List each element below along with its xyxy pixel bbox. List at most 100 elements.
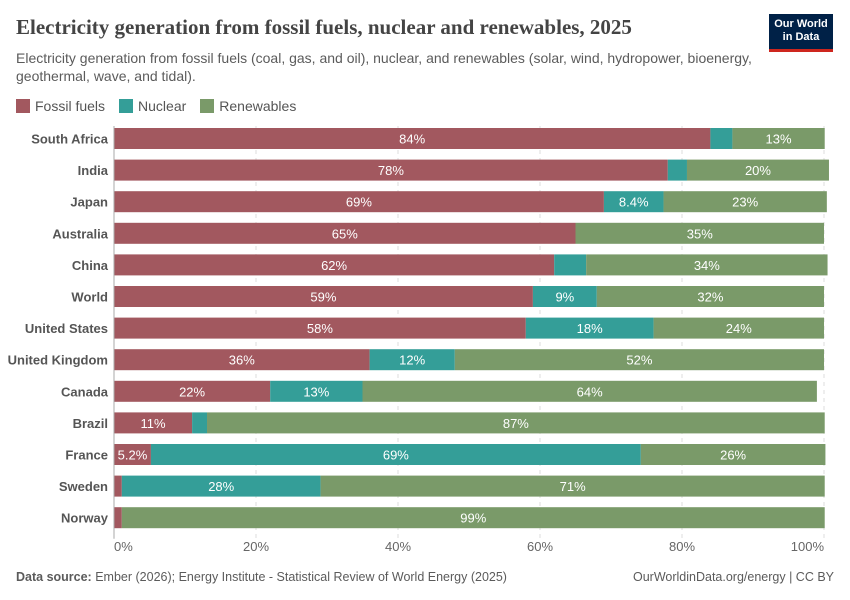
category-label: Brazil (73, 416, 108, 431)
category-label: China (72, 258, 109, 273)
data-label: 78% (378, 163, 404, 178)
data-label: 5.2% (118, 448, 148, 463)
bar-segment (653, 317, 824, 339)
bar-segment (114, 254, 555, 276)
legend-item[interactable]: Nuclear (119, 98, 186, 114)
chart-title: Electricity generation from fossil fuels… (16, 15, 632, 39)
bar-segment (114, 191, 604, 213)
data-label: 18% (577, 321, 603, 336)
data-source: Data source: Ember (2026); Energy Instit… (16, 570, 507, 584)
data-label: 58% (307, 321, 333, 336)
data-label: 59% (310, 290, 336, 305)
x-tick-label: 80% (669, 539, 695, 554)
data-label: 11% (141, 416, 166, 431)
category-label: Sweden (59, 479, 108, 494)
source-label: Data source: (16, 570, 92, 584)
legend-item[interactable]: Renewables (200, 98, 296, 114)
data-label: 8.4% (619, 195, 649, 210)
bar-segment (362, 380, 817, 402)
source-text[interactable]: Ember (2026); Energy Institute - Statist… (95, 570, 507, 584)
data-label: 99% (460, 511, 486, 526)
owid-logo[interactable]: Our World in Data (769, 14, 833, 52)
bar-segment (603, 191, 664, 213)
bar-segment (663, 191, 827, 213)
bar-segment (732, 128, 825, 149)
chart-subtitle: Electricity generation from fossil fuels… (16, 50, 752, 84)
data-label: 13% (303, 384, 329, 399)
bar-segment (554, 254, 587, 276)
data-label: 84% (399, 132, 425, 147)
data-label: 12% (399, 353, 425, 368)
category-label: Japan (70, 195, 108, 210)
data-label: 13% (766, 132, 792, 147)
bar-segment (114, 444, 151, 465)
legend-item[interactable]: Fossil fuels (16, 98, 105, 114)
legend-label: Renewables (219, 98, 297, 114)
x-tick-label: 40% (385, 539, 411, 554)
legend-swatch (16, 99, 30, 113)
x-tick-label: 0% (114, 539, 133, 554)
data-label: 34% (694, 258, 720, 273)
data-label: 23% (732, 195, 758, 210)
data-label: 28% (208, 479, 234, 494)
data-label: 22% (179, 384, 205, 399)
bar-segment (207, 412, 825, 434)
data-label: 87% (503, 416, 529, 431)
bar-segment (686, 159, 829, 181)
data-label: 69% (346, 195, 372, 210)
bar-segment (575, 222, 824, 244)
bar-segment (114, 507, 122, 529)
credit-link[interactable]: OurWorldinData.org/energy | CC BY (632, 570, 834, 584)
bar-segment (121, 475, 321, 497)
bar-segment (114, 317, 526, 339)
data-label: 64% (577, 384, 603, 399)
data-label: 62% (321, 258, 347, 273)
category-label: India (78, 163, 109, 178)
bar-segment (114, 349, 370, 371)
x-tick-label: 20% (243, 539, 269, 554)
category-label: Norway (61, 511, 109, 526)
bar-segment (114, 128, 711, 149)
category-label: France (65, 448, 108, 463)
bar-segment (114, 159, 668, 181)
category-label: United States (25, 321, 108, 336)
bar-segment (150, 444, 641, 465)
legend-label: Fossil fuels (35, 98, 106, 114)
data-label: 71% (560, 479, 586, 494)
bar-segment (586, 254, 828, 276)
bar-segment (596, 286, 824, 307)
bar-segment (270, 380, 363, 402)
data-label: 35% (687, 226, 713, 241)
bar-segment (369, 349, 455, 371)
x-tick-label: 60% (527, 539, 553, 554)
bar-segment (320, 475, 825, 497)
bar-segment (532, 286, 597, 307)
legend-swatch (200, 99, 215, 113)
category-label: United Kingdom (8, 353, 108, 368)
legend-swatch (119, 99, 134, 113)
category-label: World (71, 290, 108, 305)
data-label: 69% (383, 448, 409, 463)
legend-label: Nuclear (138, 98, 187, 114)
bar-segment (114, 412, 193, 434)
x-tick-label: 100% (791, 539, 825, 554)
bar-segment (710, 128, 733, 149)
data-label: 32% (697, 290, 723, 305)
data-label: 20% (745, 163, 771, 178)
bar-segment (667, 159, 687, 181)
category-label: South Africa (31, 132, 109, 147)
data-label: 65% (332, 226, 358, 241)
data-label: 52% (626, 353, 652, 368)
bar-segment (525, 317, 654, 339)
bar-segment (114, 286, 533, 307)
bar-segment (114, 222, 576, 244)
category-label: Australia (52, 226, 108, 241)
category-label: Canada (61, 384, 109, 399)
bar-segment (114, 475, 122, 497)
data-label: 24% (726, 321, 752, 336)
bar-segment (114, 380, 271, 402)
bar-segment (454, 349, 824, 371)
bar-segment (121, 507, 825, 529)
data-label: 9% (555, 290, 574, 305)
